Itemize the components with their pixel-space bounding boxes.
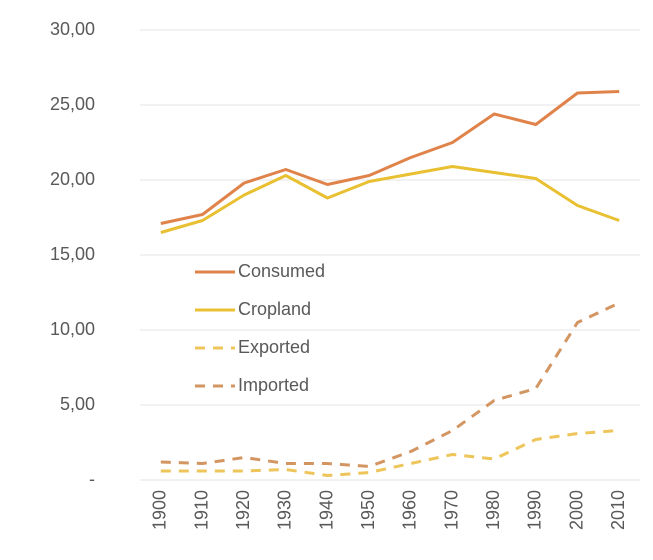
y-tick-label: 10,00 [50,319,95,339]
series-line [160,90,620,225]
legend-label: Cropland [238,299,311,319]
series-line [160,165,620,234]
x-tick-label: 1950 [358,490,378,530]
y-tick-label: - [89,469,95,489]
y-tick-label: 25,00 [50,94,95,114]
y-tick-label: 15,00 [50,244,95,264]
legend-label: Consumed [238,261,325,281]
x-tick-label: 1960 [400,490,420,530]
legend-label: Imported [238,375,309,395]
series-line [160,429,620,477]
y-tick-label: 30,00 [50,19,95,39]
x-tick-label: 1970 [441,490,461,530]
y-tick-label: 5,00 [60,394,95,414]
series-line [160,301,620,468]
x-tick-label: 1990 [525,490,545,530]
x-tick-label: 1980 [483,490,503,530]
x-tick-label: 1920 [233,490,253,530]
x-tick-label: 1930 [275,490,295,530]
x-tick-label: 1900 [150,490,170,530]
x-tick-label: 1940 [316,490,336,530]
x-tick-label: 1910 [191,490,211,530]
x-tick-label: 2010 [608,490,628,530]
x-tick-label: 2000 [566,490,586,530]
y-tick-label: 20,00 [50,169,95,189]
legend-label: Exported [238,337,310,357]
